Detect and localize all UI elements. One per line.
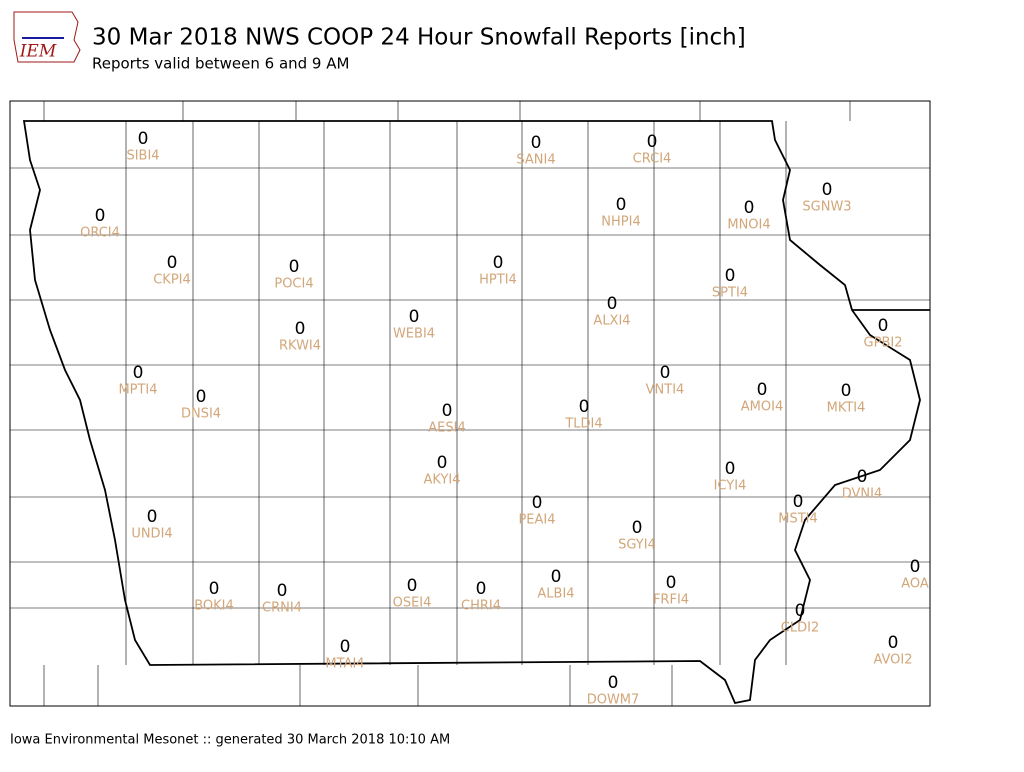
station-value: 0: [795, 601, 806, 621]
station-id: DOWM7: [587, 693, 640, 708]
station-value: 0: [647, 132, 658, 152]
station-id: BOKI4: [194, 599, 234, 614]
station-value: 0: [476, 579, 487, 599]
station-id: ALBI4: [537, 587, 574, 602]
station-id: NHPI4: [601, 215, 640, 230]
station-id: UNDI4: [131, 527, 172, 542]
station-value: 0: [531, 133, 542, 153]
station-value: 0: [910, 557, 921, 577]
station-id: SGYI4: [618, 538, 656, 553]
station-id: PEAI4: [518, 513, 555, 528]
station-value: 0: [793, 492, 804, 512]
station-value: 0: [888, 633, 899, 653]
station-value: 0: [878, 316, 889, 336]
station-id: MPTI4: [118, 383, 157, 398]
station-id: DVNI4: [842, 487, 883, 502]
map: [9, 100, 931, 707]
station-id: HPTI4: [479, 273, 517, 288]
station-value: 0: [632, 518, 643, 538]
station-value: 0: [725, 459, 736, 479]
logo: IEM: [13, 11, 81, 63]
station-id: AKYI4: [423, 473, 460, 488]
station-id: CHRI4: [461, 599, 501, 614]
station-value: 0: [616, 195, 627, 215]
station-value: 0: [744, 198, 755, 218]
station-id: SPTI4: [712, 286, 748, 301]
title: 30 Mar 2018 NWS COOP 24 Hour Snowfall Re…: [92, 25, 746, 51]
station-value: 0: [289, 257, 300, 277]
stations: 0SIBI40SANI40CRCI40ORCI40NHPI40MNOI40SGN…: [80, 129, 929, 708]
station-value: 0: [147, 507, 158, 527]
station-id: AMOI4: [741, 400, 783, 415]
station-value: 0: [666, 573, 677, 593]
station-id: AOA: [901, 577, 929, 592]
subtitle: Reports valid between 6 and 9 AM: [92, 55, 349, 73]
station-value: 0: [442, 401, 453, 421]
station-value: 0: [138, 129, 149, 149]
station-value: 0: [407, 576, 418, 596]
station-id: WEBI4: [393, 327, 435, 342]
station-id: SIBI4: [126, 149, 159, 164]
station-id: AVOI2: [873, 653, 912, 668]
logo-text: IEM: [19, 42, 57, 62]
station-id: FRFI4: [653, 593, 689, 608]
station-value: 0: [551, 567, 562, 587]
station-value: 0: [493, 253, 504, 273]
station-value: 0: [579, 397, 590, 417]
station-id: TLDI4: [564, 417, 602, 432]
station-id: CKPI4: [153, 273, 191, 288]
footer: Iowa Environmental Mesonet :: generated …: [10, 733, 450, 748]
station-id: GPBI2: [864, 336, 903, 351]
station-id: POCI4: [274, 277, 313, 292]
station-value: 0: [857, 467, 868, 487]
station-id: DNSI4: [181, 407, 221, 422]
state-border: [22, 120, 921, 705]
station-value: 0: [95, 206, 106, 226]
station-value: 0: [277, 581, 288, 601]
station-value: 0: [340, 637, 351, 657]
station-value: 0: [532, 493, 543, 513]
station-value: 0: [660, 363, 671, 383]
station-id: CRCI4: [633, 152, 672, 167]
station-id: OSEI4: [393, 596, 432, 611]
station-value: 0: [841, 381, 852, 401]
county-lines: [10, 101, 930, 706]
station-id: ORCI4: [80, 226, 120, 241]
station-id: CRNI4: [262, 601, 302, 616]
station-id: ICYI4: [714, 479, 747, 494]
station-id: SGNW3: [802, 200, 851, 215]
station-value: 0: [608, 673, 619, 693]
station-id: MKTI4: [827, 401, 866, 416]
station-id: SANI4: [516, 153, 555, 168]
station-value: 0: [196, 387, 207, 407]
station-id: ALXI4: [593, 314, 630, 329]
station-value: 0: [295, 319, 306, 339]
station-id: MNOI4: [727, 218, 770, 233]
station-value: 0: [607, 294, 618, 314]
station-value: 0: [133, 363, 144, 383]
station-id: AESI4: [428, 421, 465, 436]
station-value: 0: [209, 579, 220, 599]
station-id: CLDI2: [781, 621, 819, 636]
station-value: 0: [757, 380, 768, 400]
station-value: 0: [437, 453, 448, 473]
station-value: 0: [725, 266, 736, 286]
station-id: VNTI4: [646, 383, 685, 398]
station-id: MTAI4: [325, 657, 364, 672]
station-id: MSTI4: [778, 512, 818, 527]
station-value: 0: [822, 180, 833, 200]
station-value: 0: [167, 253, 178, 273]
station-value: 0: [409, 307, 420, 327]
station-id: RKWI4: [279, 339, 321, 354]
